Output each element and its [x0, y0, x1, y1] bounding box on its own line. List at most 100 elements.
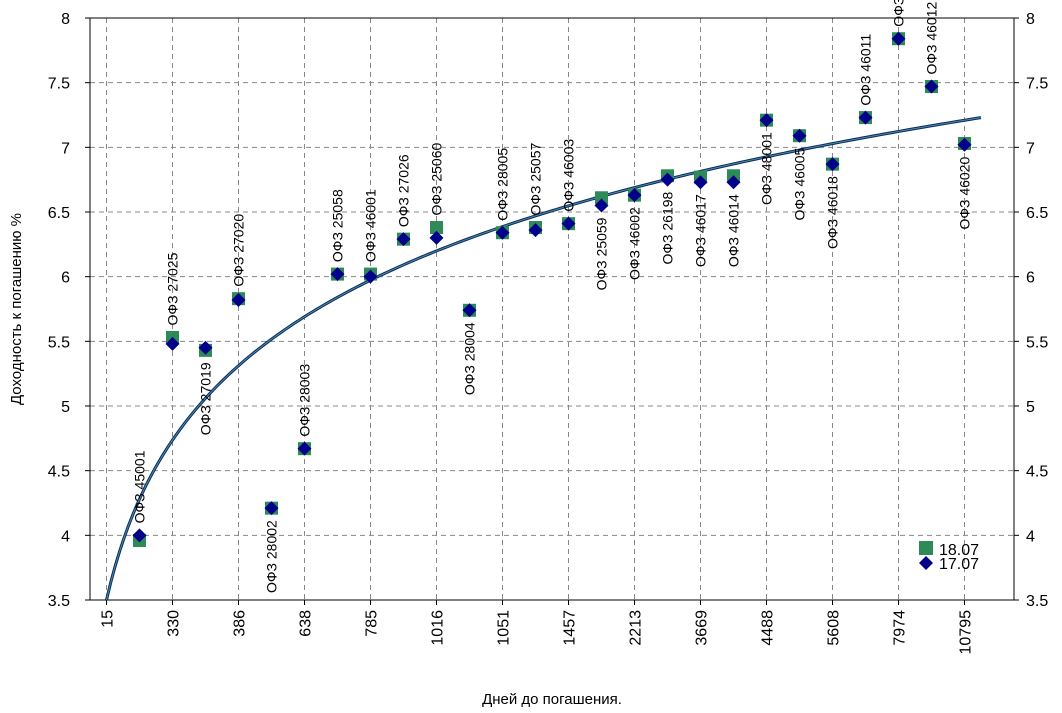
y-tick-label-left: 5.5	[48, 334, 70, 351]
point-17-07	[660, 172, 675, 187]
data-points	[132, 31, 972, 548]
legend-label-18-07: 18.07	[939, 542, 979, 559]
bond-label: ОФЗ 28004	[462, 322, 478, 395]
point-17-07	[231, 292, 246, 307]
point-17-07	[396, 232, 411, 247]
bond-label: ОФЗ 25057	[528, 142, 544, 215]
x-axis-title: Дней до погашения.	[482, 691, 622, 708]
y-tick-label-right: 7	[1026, 140, 1035, 157]
trendline	[105, 116, 982, 601]
bond-label: ОФЗ 27020	[231, 214, 247, 287]
bond-labels: ОФЗ 45001 ОФЗ 27025 ОФЗ 27019 ОФЗ 27020 ОФЗ …	[132, 0, 973, 593]
y-tick-label-right: 4.5	[1026, 464, 1048, 481]
point-17-07	[528, 223, 543, 238]
bond-label: ОФЗ 46003	[561, 139, 577, 212]
bond-label: ОФЗ 28002	[264, 520, 280, 593]
point-17-07	[858, 110, 873, 125]
point-17-07	[594, 198, 609, 213]
legend-marker-18-07	[919, 541, 933, 555]
x-tick-label: 4488	[760, 610, 777, 646]
point-17-07	[363, 269, 378, 284]
point-18-07	[595, 191, 608, 205]
point-17-07	[627, 188, 642, 203]
x-tick-label: 10795	[958, 610, 975, 655]
bond-label: ОФЗ 46005	[792, 147, 808, 220]
y-tick-label-right: 5.5	[1026, 334, 1048, 351]
point-17-07	[429, 230, 444, 245]
y-tick-label-right: 5	[1026, 399, 1035, 416]
y-tick-label-left: 4	[61, 528, 70, 545]
point-17-07	[891, 31, 906, 46]
bond-label: ОФЗ 27025	[165, 252, 181, 325]
bond-label: ОФЗ 25059	[594, 217, 610, 290]
plot-frame	[89, 17, 1015, 601]
bond-label: ОФЗ 46001	[363, 189, 379, 262]
bond-label: ОФЗ 46010	[891, 0, 907, 27]
y-tick-label-left: 4.5	[48, 464, 70, 481]
y-tick-label-right: 4	[1026, 528, 1035, 545]
y-tick-label-left: 5	[61, 399, 70, 416]
y-tick-label-left: 6.5	[48, 205, 70, 222]
bond-label: ОФЗ 25058	[330, 189, 346, 262]
y-tick-label-left: 8	[61, 11, 70, 28]
y-tick-label-right: 6	[1026, 270, 1035, 287]
y-tick-label-right: 3.5	[1026, 593, 1048, 610]
point-17-07	[165, 336, 180, 351]
bond-label: ОФЗ 28003	[297, 364, 313, 437]
bond-label: ОФЗ 46012	[924, 2, 940, 75]
point-17-07	[198, 340, 213, 355]
point-17-07	[561, 216, 576, 231]
point-17-07	[330, 267, 345, 282]
point-17-07	[726, 175, 741, 190]
bond-label: ОФЗ 46020	[957, 157, 973, 230]
bond-label: ОФЗ 46018	[825, 176, 841, 249]
bond-label: ОФЗ 25060	[429, 142, 445, 215]
point-17-07	[297, 441, 312, 456]
point-17-07	[462, 303, 477, 318]
point-17-07	[957, 137, 972, 152]
y-tick-label-right: 7.5	[1026, 76, 1048, 93]
x-tick-label: 1457	[562, 610, 579, 646]
point-18-07	[430, 221, 443, 235]
y-tick-label-right: 8	[1026, 11, 1035, 28]
point-17-07	[759, 113, 774, 128]
plot-area	[90, 18, 1014, 600]
y-tick-label-left: 6	[61, 270, 70, 287]
y-tick-label-left: 7.5	[48, 76, 70, 93]
x-tick-label: 15	[100, 610, 117, 628]
legend-label-17-07: 17.07	[939, 556, 979, 573]
x-tick-label: 5608	[826, 610, 843, 646]
bond-label: ОФЗ 46002	[627, 207, 643, 280]
point-17-07	[924, 79, 939, 94]
point-17-07	[495, 225, 510, 240]
y-tick-label-right: 6.5	[1026, 205, 1048, 222]
y-tick-label-left: 7	[61, 140, 70, 157]
y-axis-left: 3.5 4 4.5 5 5.5 6 6.5 7 7.5 8	[48, 11, 90, 610]
bond-label: ОФЗ 27019	[198, 362, 214, 435]
x-tick-label: 2213	[628, 610, 645, 646]
x-axis: 15 330 386 638 785 1016 1051 1457 2213 3669 4488 56…	[100, 600, 975, 655]
x-tick-label: 7974	[892, 610, 909, 646]
bond-label: ОФЗ 46017	[693, 194, 709, 267]
y-axis-title: Доходность к погашению %	[8, 213, 25, 405]
bond-label: ОФЗ 48001	[759, 132, 775, 205]
point-17-07	[132, 528, 147, 543]
x-tick-label: 330	[166, 610, 183, 637]
bond-label: ОФЗ 26198	[660, 191, 676, 264]
bond-label: ОФЗ 45001	[132, 450, 148, 523]
bond-label: ОФЗ 28005	[495, 148, 511, 221]
x-tick-label: 638	[298, 610, 315, 637]
point-17-07	[264, 501, 279, 516]
x-tick-label: 1051	[496, 610, 513, 646]
point-17-07	[792, 128, 807, 143]
y-tick-label-left: 3.5	[48, 593, 70, 610]
y-axis-right: 3.5 4 4.5 5 5.5 6 6.5 7 7.5 8	[1014, 11, 1048, 610]
point-17-07	[825, 157, 840, 172]
bond-label: ОФЗ 46014	[726, 194, 742, 267]
trendline-path-highlight	[106, 117, 982, 601]
x-tick-label: 785	[364, 610, 381, 637]
bond-label: ОФЗ 27026	[396, 154, 412, 227]
x-tick-label: 386	[232, 610, 249, 637]
